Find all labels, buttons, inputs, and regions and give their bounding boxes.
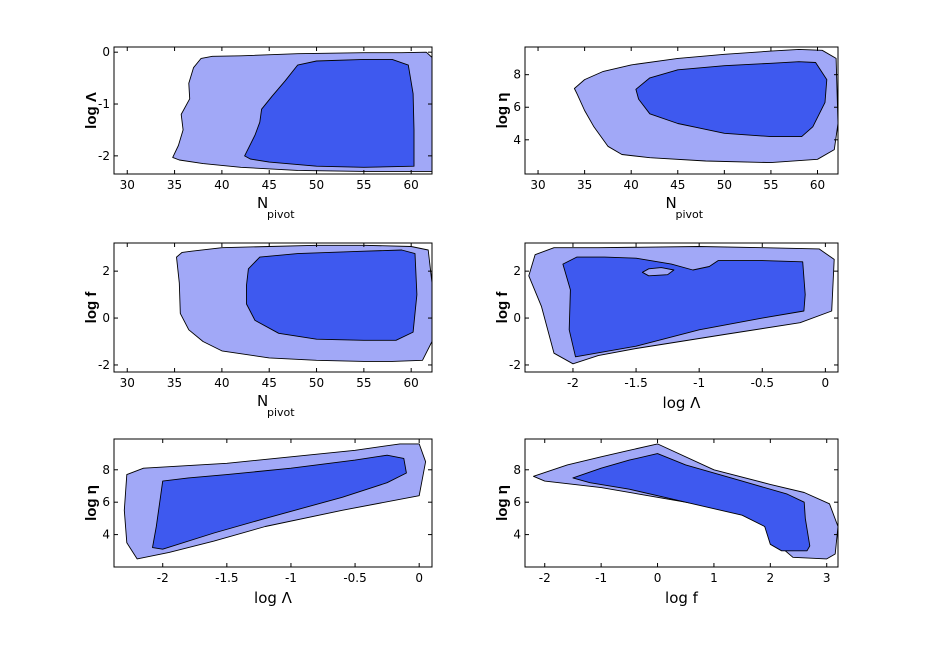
x-tick-label: 50 <box>309 178 324 192</box>
panel-5: -2 -1.5 -1 -0.5 0 4 6 8 log Λ log η <box>83 438 433 607</box>
inner-confidence-region-2 <box>152 454 407 550</box>
panel-4: -2 -1.5 -1 -0.5 0 -2 0 2 log Λ log f <box>494 242 839 412</box>
x-axis-label: log Λ <box>254 589 293 607</box>
x-axis-label: N <box>666 194 677 212</box>
x-tick-label: 60 <box>810 178 825 192</box>
x-axis-label: log f <box>665 589 699 607</box>
contour-regions <box>528 246 835 365</box>
y-tick-label: 2 <box>102 264 110 278</box>
x-tick-label: -1.5 <box>624 376 647 390</box>
y-tick-label: 4 <box>102 528 110 542</box>
x-axis-label-subscript: pivot <box>267 406 295 419</box>
y-tick-label: 4 <box>513 133 521 147</box>
y-tick-label: 6 <box>513 495 521 509</box>
x-tick-label: 55 <box>763 178 778 192</box>
x-tick-label: 30 <box>120 178 135 192</box>
y-tick-label: 0 <box>102 311 110 325</box>
y-axis-label: log η <box>494 93 511 129</box>
x-tick-label: 35 <box>167 376 182 390</box>
x-tick-label: 45 <box>670 178 685 192</box>
y-tick-label: 0 <box>513 311 521 325</box>
y-axis-label: log f <box>83 291 100 324</box>
x-tick-label: -1 <box>285 571 297 585</box>
x-tick-label: 60 <box>404 178 419 192</box>
x-tick-label: 55 <box>356 376 371 390</box>
x-tick-label: -1 <box>693 376 705 390</box>
x-tick-label: 40 <box>624 178 639 192</box>
x-tick-label: 45 <box>262 178 277 192</box>
x-tick-label: -2 <box>539 571 551 585</box>
x-tick-label: 35 <box>577 178 592 192</box>
contour-regions <box>123 443 427 560</box>
contour-regions <box>573 48 838 164</box>
inner-confidence-region-2 <box>572 453 811 552</box>
x-tick-label: 2 <box>767 571 775 585</box>
x-tick-label: -2 <box>567 376 579 390</box>
y-axis-label: log η <box>494 485 511 521</box>
x-tick-label: 0 <box>822 376 830 390</box>
y-tick-label: 0 <box>102 45 110 59</box>
y-axis-label: log η <box>83 485 100 521</box>
y-tick-label: -2 <box>509 358 521 372</box>
x-tick-label: 40 <box>214 376 229 390</box>
contour-regions <box>533 443 838 560</box>
plot-frame <box>113 438 433 568</box>
x-tick-label: -1 <box>595 571 607 585</box>
y-axis-label: log f <box>494 291 511 324</box>
inner-confidence-region-2 <box>244 58 415 168</box>
x-tick-label: 30 <box>120 376 135 390</box>
x-tick-label: 3 <box>823 571 831 585</box>
x-axis-label: N <box>257 194 268 212</box>
inner-confidence-region-2 <box>635 61 828 138</box>
plot-frame <box>524 242 839 373</box>
contour-regions <box>172 51 432 172</box>
x-tick-label: 50 <box>717 178 732 192</box>
y-tick-label: 8 <box>513 463 521 477</box>
x-tick-label: 60 <box>404 376 419 390</box>
x-axis-label-subscript: pivot <box>267 208 295 221</box>
x-tick-label: 0 <box>415 571 423 585</box>
y-tick-label: -2 <box>98 149 110 163</box>
x-axis-label-subscript: pivot <box>676 208 704 221</box>
y-tick-label: 4 <box>513 528 521 542</box>
y-tick-label: 8 <box>102 463 110 477</box>
x-tick-label: 35 <box>167 178 182 192</box>
inner-confidence-region-2 <box>246 249 418 341</box>
y-tick-label: 8 <box>513 68 521 82</box>
plot-frame <box>113 242 433 373</box>
x-tick-label: 0 <box>654 571 662 585</box>
x-tick-label: 30 <box>530 178 545 192</box>
y-tick-label: 6 <box>513 100 521 114</box>
x-axis-label: log Λ <box>663 394 702 412</box>
x-tick-label: 1 <box>710 571 718 585</box>
y-tick-label: 2 <box>513 264 521 278</box>
inner-confidence-region-2 <box>562 256 806 358</box>
y-axis-label: log Λ <box>83 92 100 129</box>
x-tick-label: 40 <box>214 178 229 192</box>
y-tick-label: 6 <box>102 495 110 509</box>
y-tick-label: -2 <box>98 358 110 372</box>
x-tick-label: 50 <box>309 376 324 390</box>
x-tick-label: 45 <box>262 376 277 390</box>
contour-regions <box>176 244 432 362</box>
x-tick-label: -0.5 <box>343 571 366 585</box>
y-tick-label: -1 <box>98 97 110 111</box>
panel-6: -2 -1 0 1 2 3 4 6 8 log f log η <box>494 438 839 607</box>
plot-frame <box>113 46 433 175</box>
x-tick-label: 55 <box>356 178 371 192</box>
x-tick-label: -2 <box>157 571 169 585</box>
plot-frame <box>524 46 839 175</box>
outer-confidence-region-3 <box>641 267 675 277</box>
plot-frame <box>524 438 839 568</box>
x-tick-label: -1.5 <box>215 571 238 585</box>
x-axis-label: N <box>257 392 268 410</box>
x-tick-label: -0.5 <box>751 376 774 390</box>
